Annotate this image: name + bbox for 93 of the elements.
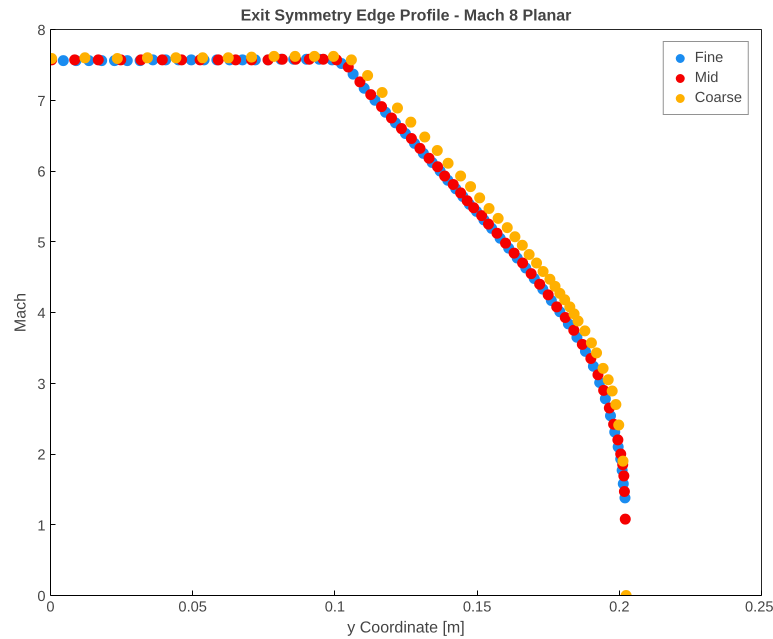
y-tick-label: 4 [37,306,46,322]
point [386,112,397,124]
point [576,338,588,350]
point [476,210,488,222]
chart-title: Exit Symmetry Edge Profile - Mach 8 Planar [240,8,572,24]
legend-label: Mid [694,70,718,86]
point [354,76,366,88]
y-tick-label: 1 [37,518,46,534]
point [392,102,403,114]
point [462,195,473,206]
point [432,144,443,156]
point [517,257,528,268]
point [362,70,374,81]
point [432,161,444,172]
point [610,398,622,410]
point [308,50,320,62]
point [602,374,614,386]
y-tick-label: 5 [37,235,46,252]
point [568,324,580,336]
y-tick-label: 3 [37,376,46,393]
point [544,274,556,285]
point [406,132,417,144]
point [170,52,182,64]
point [620,514,631,525]
point [468,202,480,214]
point [290,50,301,62]
point [268,50,280,62]
point [534,278,546,290]
y-axis-title: Mach [12,292,30,332]
legend-label: Coarse [694,90,742,106]
point [156,54,168,66]
point [246,52,258,63]
point [502,222,513,234]
point [439,170,450,182]
point [328,50,339,62]
x-tick-label: 0.05 [178,600,207,616]
y-tick-label: 0 [37,589,46,605]
x-tick-label: 0.1 [324,600,346,616]
point [617,456,628,467]
x-tick-label: 0.15 [462,600,492,616]
point [606,386,618,397]
point [613,420,624,430]
point [474,192,486,204]
point [586,337,597,348]
point [79,52,90,64]
y-tick-label: 8 [37,23,46,39]
point [598,362,609,374]
point [405,116,416,128]
point [419,132,430,143]
point [365,89,376,100]
point [524,248,535,260]
point [376,101,388,112]
point [551,301,562,312]
y-tick-label: 7 [37,94,46,110]
point [414,142,426,154]
point [465,181,476,192]
point [538,266,549,277]
point [618,486,630,497]
x-tick-label: 0.25 [744,600,773,616]
point [500,238,512,249]
legend-label: Fine [694,50,724,66]
x-tick-label: 0.2 [609,600,630,616]
point [618,470,630,482]
point [424,152,435,164]
point [142,52,153,64]
point [346,54,357,66]
y-tick-label: 6 [37,164,46,180]
point [526,268,537,280]
point [492,228,503,239]
point [572,316,584,326]
point [531,257,542,268]
point [112,53,123,64]
point [448,178,459,190]
point [579,325,590,336]
point [542,289,554,300]
point [516,240,528,251]
y-tick-label: 2 [37,448,46,464]
point [482,218,494,230]
x-axis-title: y Coordinate [m] [347,620,465,636]
point [92,54,104,66]
point [318,54,329,65]
point [484,203,495,214]
point [560,312,571,323]
point [509,231,520,242]
point [455,170,466,182]
point [396,123,407,134]
point [442,158,454,169]
point [612,434,624,446]
point [455,187,466,198]
point [591,347,602,358]
point [508,248,520,259]
point [376,86,388,98]
point [492,212,504,224]
